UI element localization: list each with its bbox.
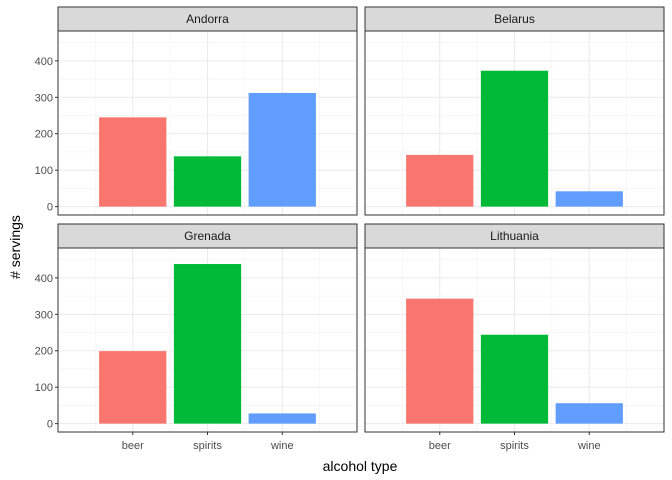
facet-panel-belarus: Belarus xyxy=(364,6,665,216)
x-tick-label: wine xyxy=(270,440,294,452)
bar-andorra-wine xyxy=(248,92,316,207)
bar-andorra-beer xyxy=(99,117,167,207)
facet-strip-label: Lithuania xyxy=(490,229,539,243)
facet-strip-label: Belarus xyxy=(494,12,535,26)
y-tick-label: 300 xyxy=(35,309,53,321)
y-tick-label: 300 xyxy=(35,92,53,104)
x-tick-label: beer xyxy=(429,440,451,452)
x-axis-title: alcohol type xyxy=(323,458,398,474)
y-tick-label: 200 xyxy=(35,346,53,358)
y-tick-label: 400 xyxy=(35,56,53,68)
facet-panel-lithuania: Lithuania beer spirits wine xyxy=(364,223,665,452)
y-tick-label: 200 xyxy=(35,129,53,141)
facet-panels: Andorra 0 100 200 300 400 Belarus Grenada 0 100 20… xyxy=(35,6,665,452)
bar-belarus-spirits xyxy=(480,70,549,207)
facet-strip-label: Grenada xyxy=(184,229,231,243)
facet-strip xyxy=(364,6,665,32)
bar-lithuania-beer xyxy=(406,298,474,424)
facet-panel-grenada: Grenada 0 100 200 300 400 beer spirits wine xyxy=(35,223,358,452)
y-tick-label: 400 xyxy=(35,273,53,285)
bar-lithuania-wine xyxy=(555,403,623,424)
bar-lithuania-spirits xyxy=(480,334,549,424)
x-tick-label: wine xyxy=(577,440,601,452)
bar-belarus-wine xyxy=(555,191,623,207)
x-tick-label: spirits xyxy=(500,440,529,452)
facet-strip xyxy=(57,223,358,249)
y-tick-label: 0 xyxy=(47,202,53,214)
facet-strip-label: Andorra xyxy=(186,12,229,26)
y-tick-label: 100 xyxy=(35,382,53,394)
bar-grenada-beer xyxy=(99,351,167,424)
facet-strip xyxy=(364,223,665,249)
y-tick-label: 100 xyxy=(35,165,53,177)
x-tick-label: spirits xyxy=(193,440,222,452)
y-axis-title: # servings xyxy=(7,215,23,279)
facet-strip xyxy=(57,6,358,32)
bar-belarus-beer xyxy=(406,154,474,207)
facet-panel-andorra: Andorra 0 100 200 300 400 xyxy=(35,6,358,216)
bar-grenada-wine xyxy=(248,413,316,424)
bar-grenada-spirits xyxy=(173,264,242,424)
y-tick-label: 0 xyxy=(47,419,53,431)
bar-andorra-spirits xyxy=(173,156,242,207)
x-tick-label: beer xyxy=(122,440,144,452)
